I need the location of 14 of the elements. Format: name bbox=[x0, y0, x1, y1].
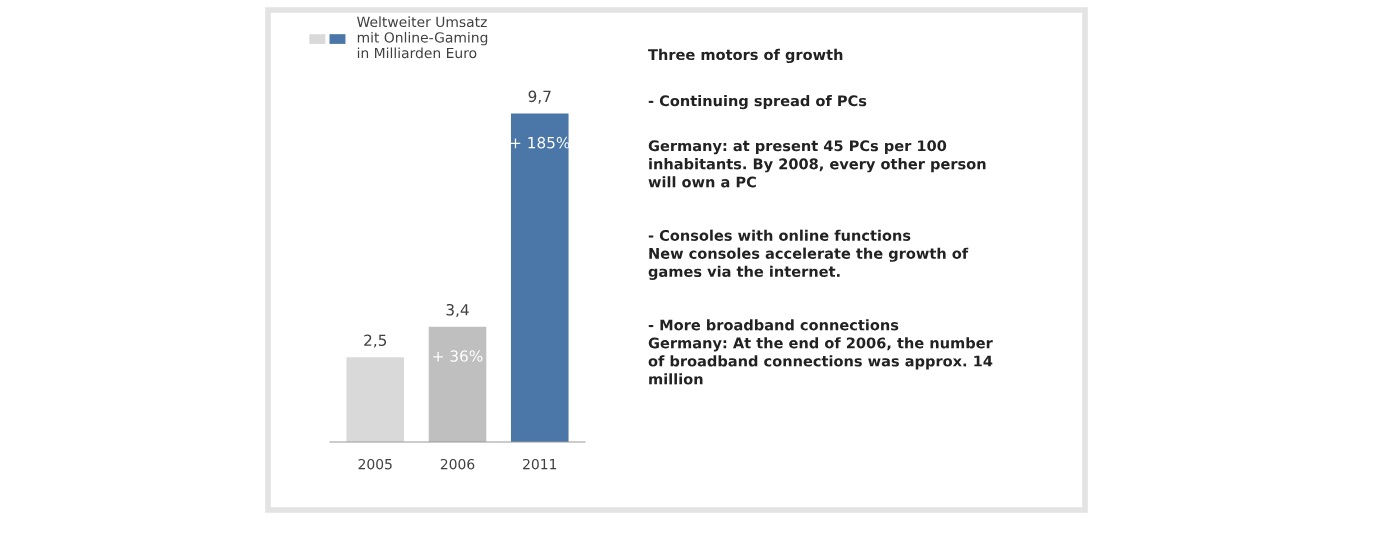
x-tick-label: 2006 bbox=[440, 458, 475, 470]
text: - Consoles with online functions New consoles accelerate the growth of games via the internet. bbox=[648, 229, 969, 280]
text: Germany: at present 45 PCs per 100 inhabitants. By 2008, every other person will own a PC bbox=[648, 140, 986, 188]
annotation: + 185% bbox=[510, 136, 570, 149]
data-label: 9,7 bbox=[528, 90, 551, 104]
data-label: 2,5 bbox=[364, 334, 387, 348]
annotation: + 36% bbox=[433, 350, 483, 362]
legend-label: Weltweiter Umsatz mit Online-Gaming in Milliarden Euro bbox=[357, 16, 488, 59]
x-tick-label: 2005 bbox=[358, 458, 392, 470]
text: - More broadband connections Germany: At the end of 2006, the number of broadband connections was approx. 14 million bbox=[648, 319, 993, 385]
x-tick-label: 2011 bbox=[523, 458, 557, 470]
text: - Continuing spread of PCs bbox=[648, 95, 867, 110]
text: Three motors of growth bbox=[648, 48, 843, 64]
data-label: 3,4 bbox=[446, 303, 469, 318]
